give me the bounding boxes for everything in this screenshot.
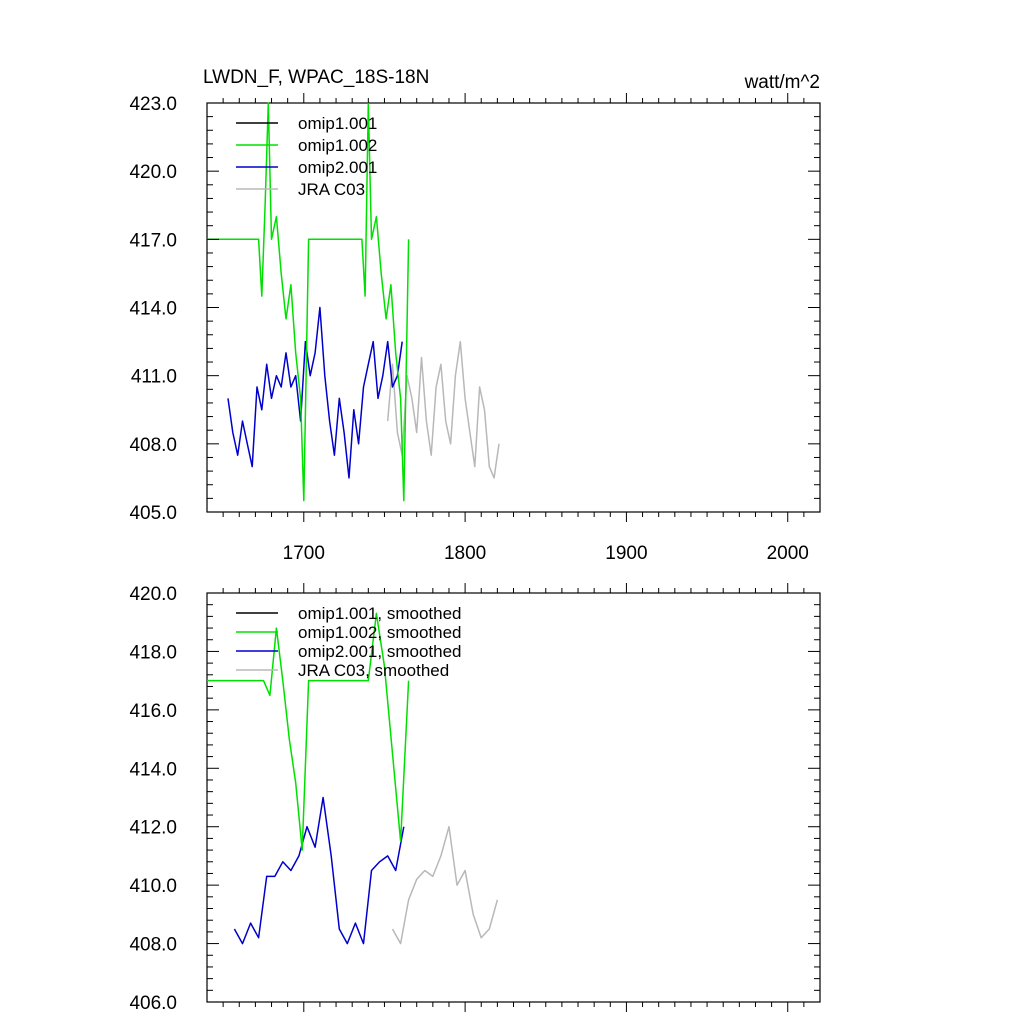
x-tick-label: 1700 — [283, 543, 325, 564]
y-tick-label: 410.0 — [129, 876, 177, 897]
legend-label: omip1.001, smoothed — [298, 604, 462, 623]
x-tick-label: 1900 — [605, 543, 647, 564]
y-tick-label: 420.0 — [129, 584, 177, 605]
legend-label: omip2.001, smoothed — [298, 642, 462, 661]
top-units-label: watt/m^2 — [744, 72, 820, 93]
legend-label: omip1.002, smoothed — [298, 623, 462, 642]
y-tick-label: 416.0 — [129, 701, 177, 722]
legend-label: omip2.001 — [298, 158, 377, 177]
series-line-omip1-002 — [207, 102, 410, 502]
legend-label: omip1.002 — [298, 136, 377, 155]
y-tick-label: 408.0 — [129, 435, 177, 456]
top-panel: LWDN_F, WPAC_18S-18N watt/m^2 405.0 408.0… — [129, 67, 821, 564]
y-tick-label: 408.0 — [129, 935, 177, 956]
y-tick-label: 417.0 — [129, 230, 177, 251]
y-tick-label: 414.0 — [129, 759, 177, 780]
y-tick-label: 423.0 — [129, 94, 177, 115]
series-line-omip2-001-smoothed — [233, 796, 405, 945]
bottom-series-group — [207, 612, 499, 945]
legend-label: JRA C03, smoothed — [298, 661, 449, 680]
top-chart-title: LWDN_F, WPAC_18S-18N — [203, 67, 429, 88]
bottom-axes-group: 406.0 408.0 410.0 412.0 414.0 416.0 418.0 420.0 — [129, 583, 820, 1014]
y-tick-label: 405.0 — [129, 503, 177, 524]
x-tick-label: 1800 — [444, 543, 486, 564]
series-line-jra-c03-smoothed — [391, 825, 499, 945]
y-tick-label: 406.0 — [129, 993, 177, 1014]
y-tick-label: 411.0 — [131, 367, 177, 388]
y-tick-label: 418.0 — [129, 642, 177, 663]
y-tick-label: 420.0 — [129, 162, 177, 183]
legend-label: omip1.001 — [298, 114, 377, 133]
bottom-panel: 406.0 408.0 410.0 412.0 414.0 416.0 418.0 420.0… — [129, 583, 821, 1014]
legend-label: JRA C03 — [298, 180, 365, 199]
y-tick-label: 412.0 — [129, 818, 177, 839]
top-legend: omip1.001 omip1.002 omip2.001 JRA C03 — [236, 114, 377, 199]
x-tick-label: 2000 — [767, 543, 809, 564]
series-line-omip1-002-smoothed — [207, 612, 410, 851]
top-axes-group: 405.0 408.0 411.0 414.0 417.0 420.0 423.0 1700 1… — [129, 93, 820, 564]
y-tick-label: 414.0 — [129, 299, 177, 320]
series-line-omip2-001 — [227, 306, 403, 479]
top-series-group — [207, 102, 500, 502]
